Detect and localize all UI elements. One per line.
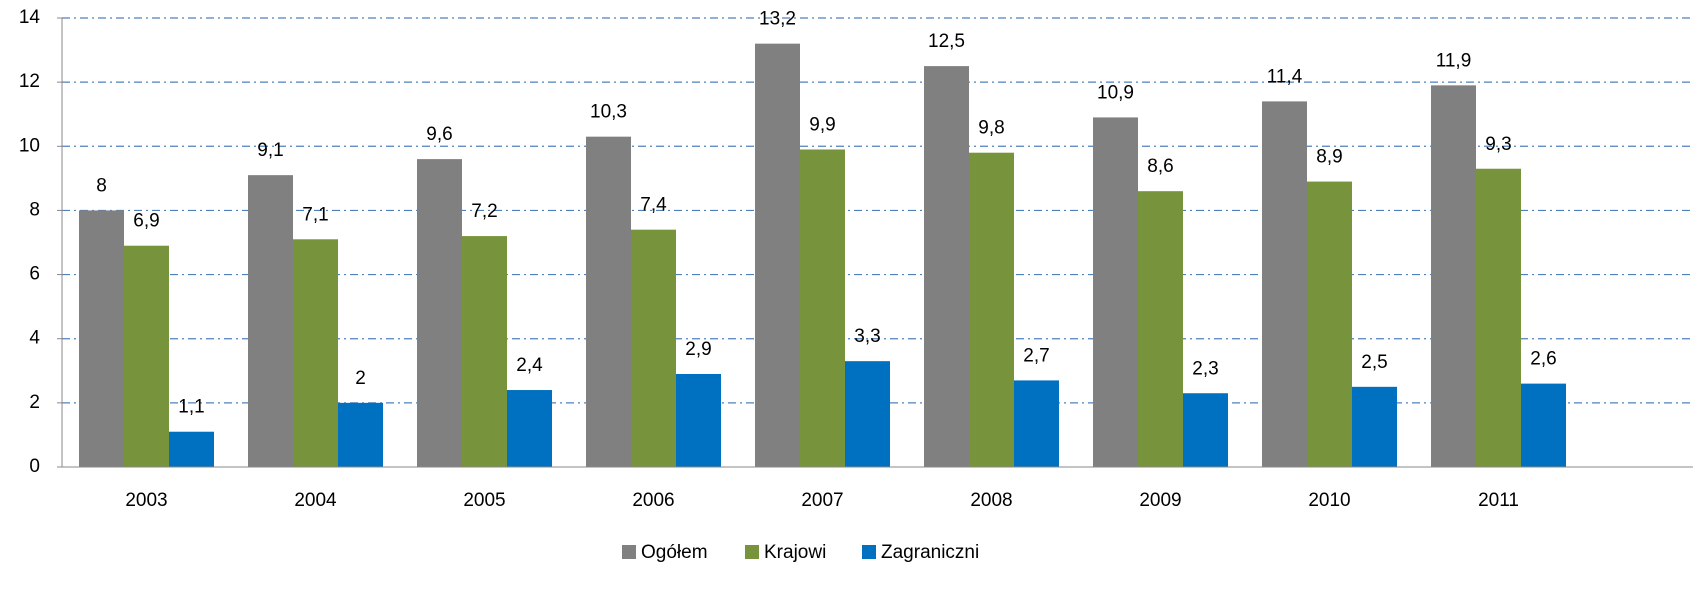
legend-label: Ogółem [641, 542, 708, 563]
data-label: 9,3 [1485, 134, 1511, 155]
bar [124, 245, 169, 467]
x-tick-label: 2006 [632, 490, 674, 511]
data-label: 2,9 [685, 339, 711, 360]
legend-label: Krajowi [764, 542, 826, 563]
bar [631, 229, 676, 467]
bar [507, 390, 552, 467]
data-label: 2,5 [1361, 352, 1387, 373]
x-tick-label: 2008 [970, 490, 1012, 511]
data-label: 12,5 [928, 31, 965, 52]
data-label: 8,6 [1147, 156, 1173, 177]
y-tick-label: 12 [19, 71, 40, 92]
bar [586, 136, 631, 467]
bar [676, 373, 721, 467]
y-tick-label: 14 [19, 7, 41, 28]
x-tick-label: 2007 [801, 490, 843, 511]
bar [1307, 181, 1352, 468]
data-label: 9,1 [257, 140, 283, 161]
data-label: 11,9 [1436, 50, 1472, 71]
bar [1476, 168, 1521, 467]
data-label: 9,8 [978, 118, 1004, 139]
bar [417, 159, 462, 467]
x-tick-label: 2010 [1308, 490, 1350, 511]
bar [800, 149, 845, 467]
data-label: 3,3 [854, 326, 880, 347]
bar [1352, 386, 1397, 467]
legend-swatch [862, 545, 876, 559]
x-tick-label: 2004 [294, 490, 337, 511]
bar [293, 239, 338, 467]
data-label: 10,9 [1097, 82, 1134, 103]
bar [755, 43, 800, 468]
data-label: 7,1 [302, 204, 328, 225]
bar [924, 66, 969, 467]
data-label: 7,4 [640, 195, 667, 216]
y-tick-label: 2 [29, 392, 40, 413]
data-label: 2 [355, 368, 366, 389]
legend-swatch [622, 545, 636, 559]
bar [1431, 85, 1476, 467]
bar [1521, 383, 1566, 467]
data-label: 10,3 [590, 102, 627, 123]
bar [1183, 393, 1228, 467]
bar [1138, 191, 1183, 467]
data-label: 6,9 [133, 211, 159, 232]
data-label: 2,6 [1530, 349, 1556, 370]
data-label: 8 [96, 175, 107, 196]
x-tick-label: 2009 [1139, 490, 1181, 511]
bar [1093, 117, 1138, 468]
data-label: 9,6 [426, 124, 452, 145]
bar [248, 175, 293, 467]
legend-swatch [745, 545, 759, 559]
bar [79, 210, 124, 467]
bar [462, 236, 507, 467]
bar [1262, 101, 1307, 467]
data-label: 7,2 [471, 201, 497, 222]
legend-label: Zagraniczni [881, 542, 979, 563]
data-label: 13,2 [759, 9, 796, 30]
data-label: 2,3 [1192, 358, 1218, 379]
x-tick-label: 2011 [1478, 490, 1519, 511]
bar [845, 361, 890, 467]
x-tick-label: 2005 [463, 490, 505, 511]
y-tick-label: 4 [29, 328, 40, 349]
data-label: 2,4 [516, 355, 543, 376]
y-tick-label: 8 [29, 199, 40, 220]
y-tick-label: 0 [29, 456, 40, 477]
y-tick-label: 6 [29, 264, 40, 285]
bar [969, 152, 1014, 467]
data-label: 8,9 [1316, 147, 1342, 168]
data-label: 11,4 [1267, 66, 1303, 87]
x-tick-label: 2003 [125, 490, 167, 511]
data-label: 2,7 [1023, 345, 1049, 366]
bar [1014, 380, 1059, 467]
data-label: 9,9 [809, 115, 835, 136]
y-tick-label: 10 [19, 135, 40, 156]
bar [338, 402, 383, 467]
data-label: 1,1 [178, 397, 204, 418]
bar [169, 431, 214, 467]
